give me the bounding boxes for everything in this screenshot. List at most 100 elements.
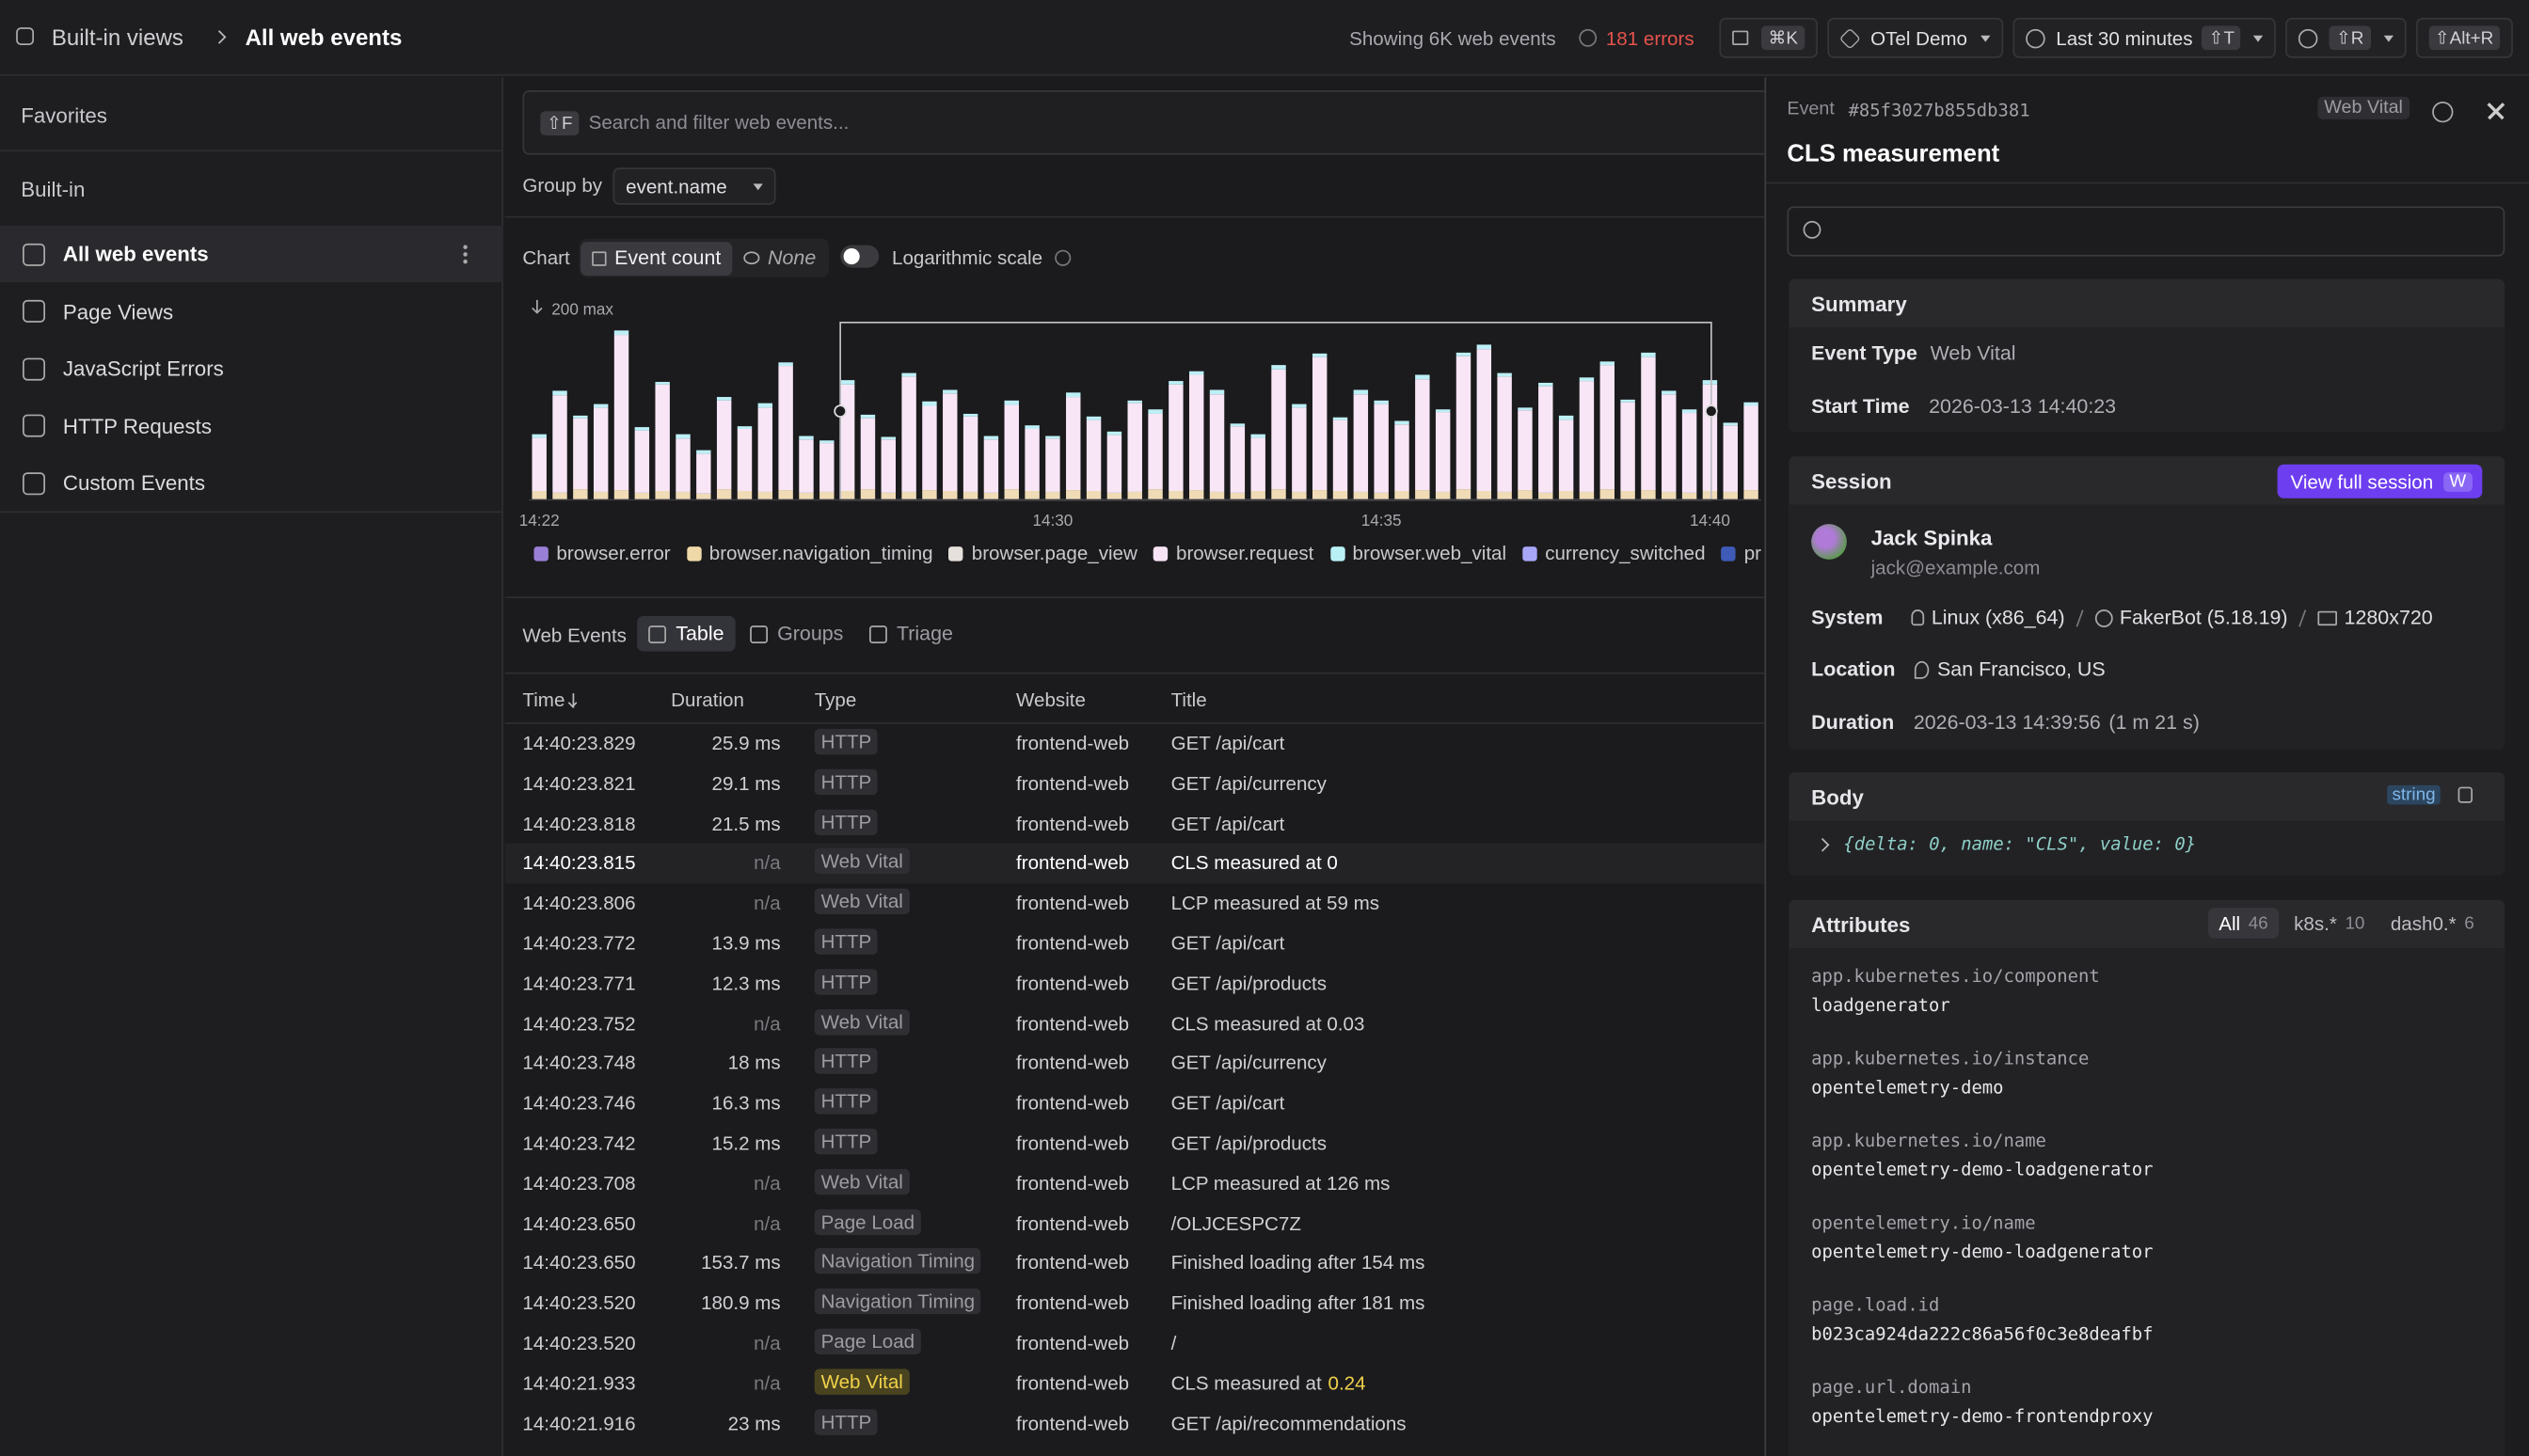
bar-segment xyxy=(1312,354,1327,357)
legend-item[interactable]: pr xyxy=(1722,542,1761,564)
item-menu[interactable] xyxy=(463,244,468,264)
bar-segment xyxy=(594,492,608,499)
table-row[interactable]: 14:40:21.933n/aWeb Vitalfrontend-webCLS … xyxy=(505,1364,1765,1404)
bar-segment xyxy=(614,335,628,490)
nav-label: JavaScript Errors xyxy=(63,356,224,381)
table-row[interactable]: 14:40:23.650n/aPage Loadfrontend-web/OLJ… xyxy=(505,1204,1765,1244)
view-session-button[interactable]: View full sessionW xyxy=(2278,465,2483,499)
metric-option[interactable]: Event count xyxy=(581,241,732,275)
bar-segment xyxy=(738,426,752,429)
bar-segment xyxy=(861,489,875,499)
legend-item[interactable]: browser.web_vital xyxy=(1330,542,1507,564)
tab-icon xyxy=(750,625,768,642)
group-by-select[interactable]: event.name xyxy=(612,167,775,204)
command-button[interactable]: ⌘K xyxy=(1720,18,1817,58)
table-row[interactable]: 14:40:23.650153.7 msNavigation Timingfro… xyxy=(505,1243,1765,1284)
spy-icon[interactable] xyxy=(2432,102,2453,122)
bar-segment xyxy=(1559,491,1573,499)
table-row[interactable]: 14:40:23.74215.2 msHTTPfrontend-webGET /… xyxy=(505,1124,1765,1164)
expand-toggle[interactable] xyxy=(1816,838,1830,852)
bar-segment xyxy=(1436,409,1450,412)
time-range: Last 30 minutes xyxy=(2056,26,2192,49)
legend-item[interactable]: browser.request xyxy=(1153,542,1313,564)
type-badge: Page Load xyxy=(815,1329,921,1354)
nav-item[interactable]: Custom Events xyxy=(0,454,503,511)
breadcrumb-root[interactable]: Built-in views xyxy=(52,24,183,50)
website-cell: frontend-web xyxy=(1016,972,1129,994)
bar-segment xyxy=(1210,390,1224,395)
bar-segment xyxy=(1333,491,1347,499)
error-count[interactable]: 181 errors xyxy=(1606,26,1694,49)
attribute-key: app.kubernetes.io/instance xyxy=(1811,1048,2089,1068)
bar-segment xyxy=(717,489,731,499)
website-cell: frontend-web xyxy=(1016,1132,1129,1154)
attribute-filter[interactable]: dash0.*6 xyxy=(2379,908,2486,939)
table-row[interactable]: 14:40:23.74818 msHTTPfrontend-webGET /ap… xyxy=(505,1044,1765,1084)
field-label: Start Time xyxy=(1811,395,1909,418)
table-row[interactable]: 14:40:23.815n/aWeb Vitalfrontend-webCLS … xyxy=(505,844,1765,884)
bar-segment xyxy=(882,493,896,500)
legend-item[interactable]: currency_switched xyxy=(1522,542,1705,564)
bar-segment xyxy=(655,385,669,491)
title-cell: LCP measured at 126 ms xyxy=(1171,1172,1391,1195)
table-row[interactable]: 14:40:23.520n/aPage Loadfrontend-web/ xyxy=(505,1323,1765,1364)
sidebar-toggle[interactable] xyxy=(16,27,34,45)
column-header[interactable]: Time xyxy=(522,688,565,711)
filter-label: dash0.* xyxy=(2391,911,2457,934)
attribute-value: opentelemetry-demo-loadgenerator xyxy=(1811,1242,2153,1262)
screen-icon xyxy=(2318,610,2338,625)
column-header[interactable]: Duration xyxy=(671,688,744,711)
legend-item[interactable]: browser.page_view xyxy=(949,542,1137,564)
filter-label: k8s.* xyxy=(2294,911,2337,934)
builtin-heading: Built-in xyxy=(21,178,85,202)
table-row[interactable]: 14:40:23.752n/aWeb Vitalfrontend-webCLS … xyxy=(505,1004,1765,1044)
type-badge: Web Vital xyxy=(815,1008,910,1034)
table-row[interactable]: 14:40:23.81821.5 msHTTPfrontend-webGET /… xyxy=(505,804,1765,845)
column-header[interactable]: Type xyxy=(815,688,857,711)
table-row[interactable]: 14:40:23.82925.9 msHTTPfrontend-webGET /… xyxy=(505,724,1765,765)
search-bar[interactable]: ⇧F Search and filter web events... xyxy=(522,90,1764,155)
table-row[interactable]: 14:40:23.77213.9 msHTTPfrontend-webGET /… xyxy=(505,924,1765,964)
attribute-key: app.kubernetes.io/component xyxy=(1811,966,2100,987)
attribute-filter[interactable]: All46 xyxy=(2207,908,2279,939)
duration-cell: n/a xyxy=(754,1172,781,1195)
duration-cell: 25.9 ms xyxy=(712,732,781,754)
bar-segment xyxy=(1250,435,1264,438)
type-badge: HTTP xyxy=(815,1129,878,1154)
view-tab[interactable]: Triage xyxy=(858,616,964,652)
split-option[interactable]: None xyxy=(732,241,827,275)
table-row[interactable]: 14:40:21.91623 msHTTPfrontend-webGET /ap… xyxy=(505,1403,1765,1444)
time-range-select[interactable]: Last 30 minutes⇧T xyxy=(2012,18,2277,58)
view-tab[interactable]: Table xyxy=(637,616,735,652)
separator xyxy=(2299,609,2307,625)
column-header[interactable]: Title xyxy=(1171,688,1207,711)
log-scale-switch[interactable] xyxy=(840,245,879,268)
bar-segment xyxy=(696,494,710,500)
nav-item[interactable]: HTTP Requests xyxy=(0,398,503,454)
nav-item[interactable]: Page Views xyxy=(0,283,503,340)
copy-icon[interactable] xyxy=(2458,787,2473,803)
detail-search[interactable] xyxy=(1787,206,2505,256)
auto-refresh-button[interactable]: ⇧Alt+R xyxy=(2415,18,2513,58)
column-header[interactable]: Website xyxy=(1016,688,1086,711)
table-row[interactable]: 14:40:23.74616.3 msHTTPfrontend-webGET /… xyxy=(505,1084,1765,1124)
nav-label: All web events xyxy=(63,242,209,266)
table-row[interactable]: 14:40:23.82129.1 msHTTPfrontend-webGET /… xyxy=(505,764,1765,804)
legend-item[interactable]: browser.error xyxy=(533,542,670,564)
refresh-button[interactable]: ⇧R xyxy=(2286,18,2406,58)
bar-segment xyxy=(1169,385,1183,491)
legend-item[interactable]: browser.navigation_timing xyxy=(687,542,933,564)
nav-item[interactable]: JavaScript Errors xyxy=(0,340,503,397)
time-cell: 14:40:23.650 xyxy=(522,1252,635,1274)
table-row[interactable]: 14:40:23.520180.9 msNavigation Timingfro… xyxy=(505,1284,1765,1324)
attribute-filter[interactable]: k8s.*10 xyxy=(2282,908,2376,939)
table-row[interactable]: 14:40:23.77112.3 msHTTPfrontend-webGET /… xyxy=(505,964,1765,1005)
separator xyxy=(2076,609,2084,625)
table-row[interactable]: 14:40:23.806n/aWeb Vitalfrontend-webLCP … xyxy=(505,884,1765,925)
title-cell: Finished loading after 181 ms xyxy=(1171,1291,1425,1314)
nav-item[interactable]: All web events xyxy=(0,226,503,282)
table-row[interactable]: 14:40:23.708n/aWeb Vitalfrontend-webLCP … xyxy=(505,1163,1765,1204)
view-tab[interactable]: Groups xyxy=(739,616,854,652)
workspace-select[interactable]: OTel Demo xyxy=(1827,18,2003,58)
bar-segment xyxy=(1394,424,1408,491)
